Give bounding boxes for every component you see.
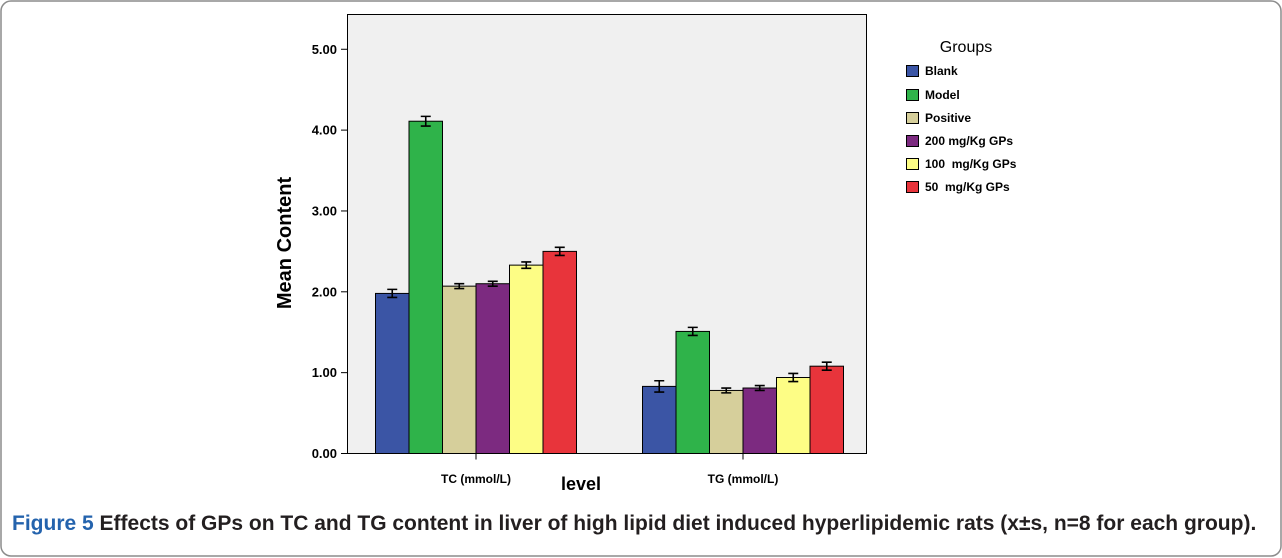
legend-swatch-200-gps — [906, 135, 919, 147]
legend-swatch-50-gps — [906, 181, 919, 193]
legend-item-blank: Blank — [906, 63, 958, 79]
error-bar-tg-100-mg-kg-gps — [788, 372, 799, 383]
figure-caption-text: Effects of GPs on TC and TG content in l… — [99, 512, 1257, 535]
x-tick-label-tg: TG (mmol/L) — [708, 472, 779, 486]
bar-tc-100-mg-kg-gps — [509, 264, 544, 455]
y-axis: 0.00 1.00 2.00 3.00 4.00 5.00 — [312, 42, 348, 461]
figure-caption-label: Figure 5 — [12, 512, 94, 535]
legend-swatch-100-gps — [906, 158, 919, 170]
y-tick-label: 5.00 — [312, 42, 337, 57]
bars — [375, 120, 844, 455]
error-bars — [387, 115, 832, 394]
bar-tc-model — [408, 120, 443, 454]
bar-tc-blank — [375, 292, 410, 454]
bar-tg-positive — [709, 389, 744, 455]
y-tick-label: 3.00 — [312, 203, 337, 218]
error-bar-tg-model — [687, 326, 698, 337]
error-bar-tc-100-mg-kg-gps — [521, 261, 532, 270]
y-tick-label: 4.00 — [312, 123, 337, 138]
legend-item-50-gps: 50 mg/Kg GPs — [906, 179, 1010, 195]
error-bar-tg-positive — [721, 387, 732, 394]
legend-label-positive: Positive — [925, 111, 972, 125]
bar-tg-50-mg-kg-gps — [809, 365, 844, 455]
legend-swatch-positive — [906, 112, 919, 124]
legend-label-200-gps: 200 mg/Kg GPs — [925, 134, 1014, 148]
y-tick-label: 1.00 — [312, 365, 337, 380]
x-axis-title: level — [561, 474, 601, 494]
legend-label-blank: Blank — [925, 64, 958, 78]
bar-tc-50-mg-kg-gps — [542, 250, 577, 454]
legend-label-model: Model — [925, 88, 960, 102]
legend-swatch-model — [906, 89, 919, 101]
error-bar-tc-blank — [387, 288, 398, 299]
bar-tg-blank — [642, 385, 677, 455]
legend-item-model: Model — [906, 87, 960, 103]
legend-label-50-gps: 50 mg/Kg GPs — [925, 180, 1010, 194]
error-bar-tc-model — [420, 115, 431, 127]
legend: Groups Blank Model Positive 200 mg/Kg GP… — [900, 35, 1080, 205]
error-bar-tc-positive — [454, 282, 465, 290]
error-bar-tg-200-mg-kg-gps — [754, 384, 765, 392]
bar-tc-positive — [442, 285, 477, 455]
error-bar-tc-50-mg-kg-gps — [554, 246, 565, 257]
error-bar-tg-50-mg-kg-gps — [821, 361, 832, 372]
legend-item-200-gps: 200 mg/Kg GPs — [906, 133, 1013, 149]
legend-item-positive: Positive — [906, 110, 971, 126]
legend-label-100-gps: 100 mg/Kg GPs — [925, 157, 1017, 171]
error-bar-tg-blank — [654, 379, 665, 393]
y-tick-label: 0.00 — [312, 446, 337, 461]
x-tick-label-tc: TC (mmol/L) — [441, 472, 511, 486]
bar-tc-200-mg-kg-gps — [475, 283, 510, 455]
bar-tg-200-mg-kg-gps — [742, 387, 777, 455]
error-bar-tc-200-mg-kg-gps — [487, 280, 498, 287]
x-axis: TC (mmol/L) TG (mmol/L) — [441, 453, 779, 486]
legend-item-100-gps: 100 mg/Kg GPs — [906, 156, 1016, 172]
y-tick-label: 2.00 — [312, 284, 337, 299]
bar-tg-100-mg-kg-gps — [776, 377, 811, 455]
bar-tg-model — [675, 330, 710, 454]
y-axis-title: Mean Content — [274, 177, 296, 310]
legend-swatch-blank — [906, 65, 919, 77]
legend-title: Groups — [939, 39, 993, 56]
figure-caption: Figure 5 Effects of GPs on TC and TG con… — [12, 511, 1256, 537]
